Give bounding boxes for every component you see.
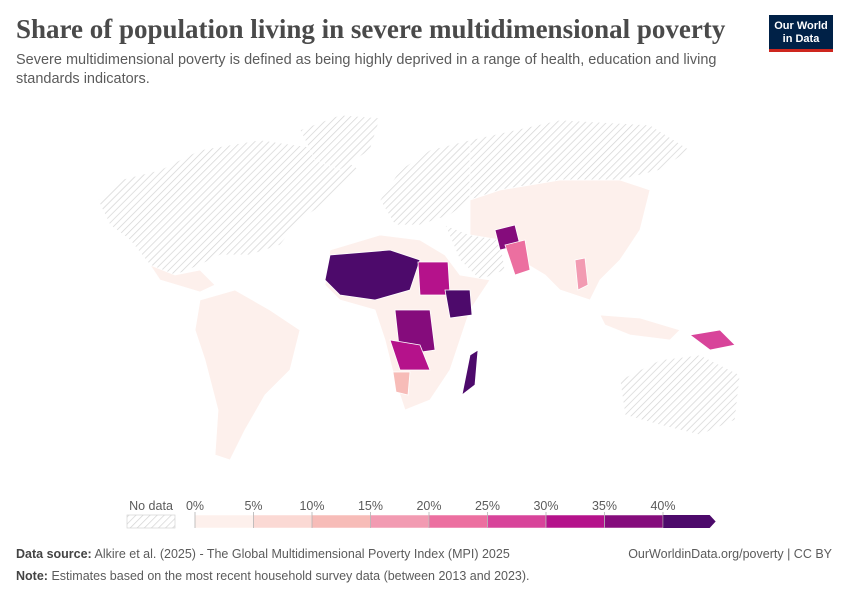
subtitle: Severe multidimensional poverty is defin… (16, 52, 717, 68)
note: Note: Estimates based on the most recent… (16, 569, 530, 583)
sahel[interactable] (324, 249, 421, 301)
central-america[interactable] (148, 264, 216, 293)
madagascar[interactable] (461, 349, 479, 396)
legend-tick-label: 0% (186, 499, 204, 513)
legend-bin-open (663, 515, 716, 528)
legend-tick-label: 15% (358, 499, 383, 513)
papua-new-guinea[interactable] (689, 329, 736, 351)
legend-no-data-label: No data (129, 499, 173, 513)
logo[interactable]: Our World in Data (769, 15, 833, 52)
source: Data source: Alkire et al. (2025) - The … (16, 547, 510, 561)
legend-tick-label: 25% (475, 499, 500, 513)
legend-tick-label: 20% (416, 499, 441, 513)
legend-tick-label: 30% (533, 499, 558, 513)
legend-bin (370, 514, 430, 529)
logo-text: in Data (782, 33, 820, 45)
legend-bin (194, 514, 254, 529)
legend-bin (311, 514, 371, 529)
source-label: Data source: (16, 547, 92, 561)
source-link[interactable]: OurWorldinData.org/poverty | CC BY (628, 547, 832, 561)
legend: No data 0% 5% 10% 15% 20% 25% 30% 35% 40% (126, 499, 716, 529)
legend-bin (487, 514, 547, 529)
south-america[interactable] (194, 289, 301, 461)
legend-tick-label: 35% (592, 499, 617, 513)
legend-bin (428, 514, 488, 529)
angola-zambia[interactable] (389, 339, 431, 371)
note-text: Estimates based on the most recent house… (51, 569, 530, 583)
note-label: Note: (16, 569, 48, 583)
indonesia[interactable] (599, 314, 681, 341)
myanmar[interactable] (574, 257, 589, 291)
legend-tick-label: 5% (244, 499, 262, 513)
legend-bin (545, 514, 605, 529)
ethiopia[interactable] (444, 289, 473, 319)
greenland[interactable] (299, 114, 381, 171)
countries (97, 114, 741, 461)
legend-tick-label: 10% (299, 499, 324, 513)
legend-no-data-swatch (126, 514, 176, 529)
middle-east[interactable] (444, 224, 506, 281)
logo-text: Our World (774, 20, 828, 32)
europe[interactable] (379, 139, 471, 226)
legend-bin (604, 514, 664, 529)
pakistan[interactable] (504, 239, 531, 276)
namibia[interactable] (392, 371, 411, 396)
australia[interactable] (619, 354, 741, 436)
source-text: Alkire et al. (2025) - The Global Multid… (94, 547, 510, 561)
legend-bin (253, 514, 313, 529)
title: Share of population living in severe mul… (16, 14, 726, 44)
north-america[interactable] (97, 139, 361, 276)
subtitle: standards indicators. (16, 71, 150, 87)
legend-tick-label: 40% (650, 499, 675, 513)
